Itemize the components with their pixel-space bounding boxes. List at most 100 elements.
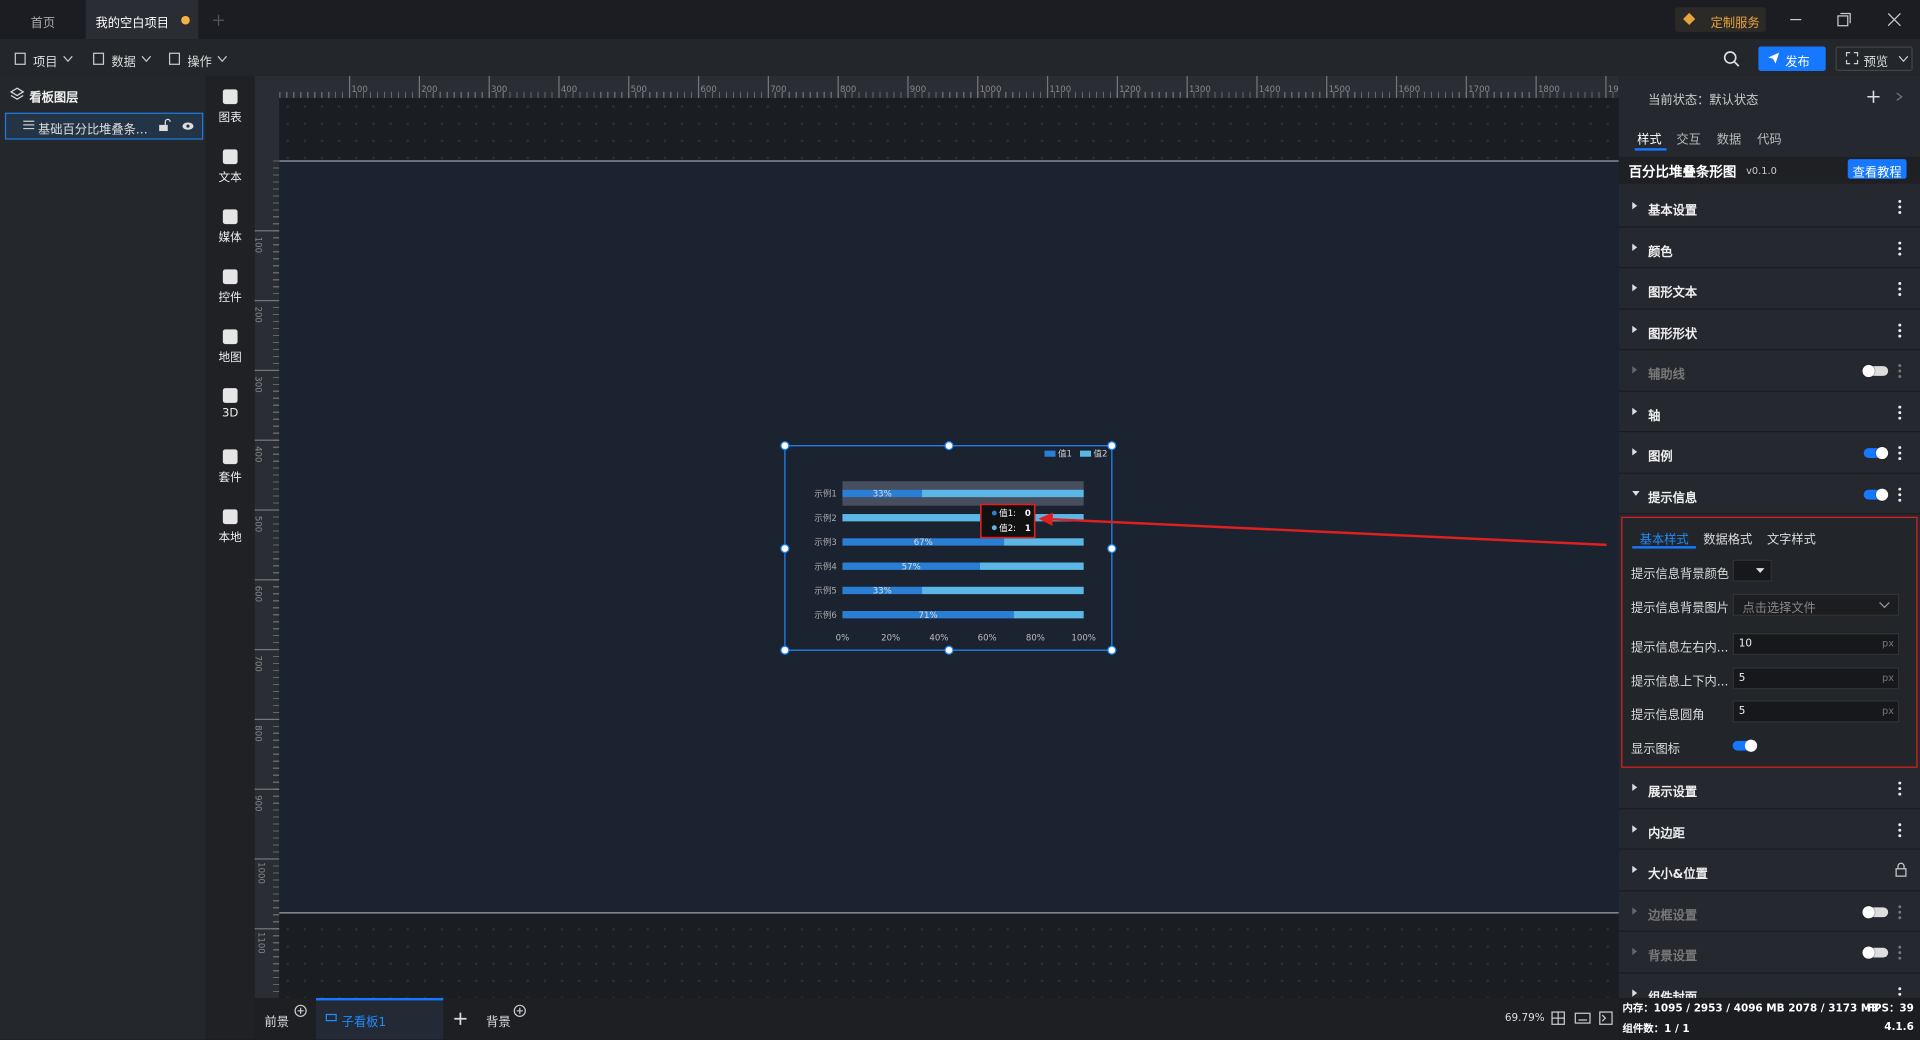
sidebar-icon[interactable] [222,388,238,403]
more[interactable] [1898,282,1902,297]
add-background[interactable] [513,1004,526,1017]
resize-handle[interactable] [1107,645,1117,655]
tab[interactable]: 我的空白项目 [95,17,169,31]
legend-label[interactable]: 值2 [1093,448,1107,460]
more[interactable] [1898,487,1902,502]
panel-tab[interactable]: 数据 [1716,133,1742,147]
board-tab[interactable] [315,997,444,1040]
resize-handle[interactable] [780,441,790,451]
fit-screen[interactable] [1551,1011,1565,1025]
background-tab[interactable]: 背景 [486,1016,511,1030]
section-row[interactable] [1618,891,1920,932]
lock-open[interactable] [159,118,171,132]
section-row[interactable] [1618,932,1920,973]
sidebar-label[interactable]: 本地 [218,531,242,545]
tutorial-button[interactable] [1847,159,1907,179]
sidebar-label[interactable]: 媒体 [218,231,242,245]
more[interactable] [1898,364,1902,379]
toggle[interactable] [1863,366,1889,376]
panel-tab[interactable]: 样式 [1637,133,1662,147]
search[interactable] [1723,51,1740,67]
resize-handle[interactable] [944,645,954,655]
menu[interactable]: 数据 [111,56,136,70]
sidebar-icon[interactable] [222,269,238,285]
section-row[interactable] [1618,850,1920,891]
resize-handle[interactable] [1107,441,1117,451]
settings-tab[interactable]: 基本样式 [1639,533,1689,548]
settings-tab[interactable]: 文字样式 [1766,533,1816,548]
expand[interactable] [1896,92,1903,101]
add-tab[interactable] [213,14,225,26]
add-state[interactable] [1867,90,1880,103]
settings-tab[interactable]: 数据格式 [1703,533,1753,548]
section-row[interactable] [1618,768,1920,809]
more[interactable] [1898,199,1902,215]
menu[interactable]: 操作 [187,56,212,70]
legend-swatch[interactable] [1080,450,1092,457]
sidebar-icon[interactable] [222,449,238,465]
maximize[interactable] [1837,12,1851,27]
section-row[interactable] [1618,186,1920,228]
close[interactable] [1887,13,1901,27]
more[interactable] [1898,405,1902,420]
more[interactable] [1898,904,1902,919]
legend-swatch[interactable] [1044,450,1056,457]
sidebar-label[interactable]: 地图 [218,351,242,365]
resize-handle[interactable] [780,544,790,554]
sidebar-label[interactable]: 控件 [218,291,242,305]
section-row[interactable] [1618,268,1920,310]
section-row[interactable] [1618,432,1920,474]
more[interactable] [1898,822,1902,837]
section-row[interactable] [1618,391,1920,433]
color-picker[interactable] [1732,559,1772,582]
sidebar-icon[interactable] [222,509,238,525]
legend-label[interactable]: 值1 [1058,448,1072,460]
sidebar-icon[interactable] [222,89,238,105]
foreground-tab[interactable]: 前景 [264,1016,289,1030]
number-input[interactable] [1732,633,1900,656]
section-row[interactable] [1618,350,1920,392]
toggle[interactable] [1863,947,1889,958]
tab[interactable]: 首页 [30,17,56,31]
resize-handle[interactable] [944,441,954,451]
more[interactable] [1898,323,1902,338]
sidebar-label[interactable]: 套件 [218,471,242,485]
sidebar-label[interactable]: 文本 [218,171,242,185]
resize-handle[interactable] [1107,544,1117,554]
console[interactable] [1599,1011,1613,1025]
minimize[interactable] [1790,18,1802,21]
preview-button[interactable] [1835,46,1913,72]
file-select[interactable] [1732,593,1900,616]
more[interactable] [1898,240,1902,256]
menu[interactable]: 项目 [33,56,58,70]
layer-item-text[interactable]: 基础百分比堆叠条... [37,123,148,138]
panel-tab[interactable]: 代码 [1757,133,1782,147]
tutorial-text[interactable]: 查看教程 [1852,166,1902,181]
section-row[interactable] [1618,309,1920,351]
sidebar-label[interactable]: 图表 [218,111,242,125]
service-text[interactable]: 定制服务 [1710,17,1760,31]
add-foreground[interactable] [294,1004,307,1017]
add-board[interactable] [454,1012,467,1025]
visible[interactable] [182,122,194,130]
preview-text[interactable]: 预览 [1863,56,1889,70]
resize-handle[interactable] [780,645,790,655]
toggle[interactable] [1863,906,1889,917]
section-row[interactable] [1618,227,1920,269]
more[interactable] [1898,781,1902,796]
layer-item[interactable] [4,112,204,140]
sidebar-icon[interactable] [222,149,238,165]
section-row[interactable] [1618,809,1920,850]
publish-text[interactable]: 发布 [1785,56,1810,70]
sidebar-icon[interactable] [222,209,238,225]
more[interactable] [1898,945,1902,960]
sidebar-label[interactable]: 3D [222,406,239,421]
panel-tab[interactable]: 交互 [1676,133,1701,147]
zoom[interactable]: 69.79% [1504,1012,1545,1025]
number-input[interactable] [1732,700,1900,723]
sidebar-icon[interactable] [222,329,238,345]
board-tab-text[interactable]: 子看板1 [341,1016,387,1030]
publish-button[interactable] [1758,46,1826,72]
section-row[interactable] [1618,473,1920,515]
more[interactable] [1898,446,1902,461]
